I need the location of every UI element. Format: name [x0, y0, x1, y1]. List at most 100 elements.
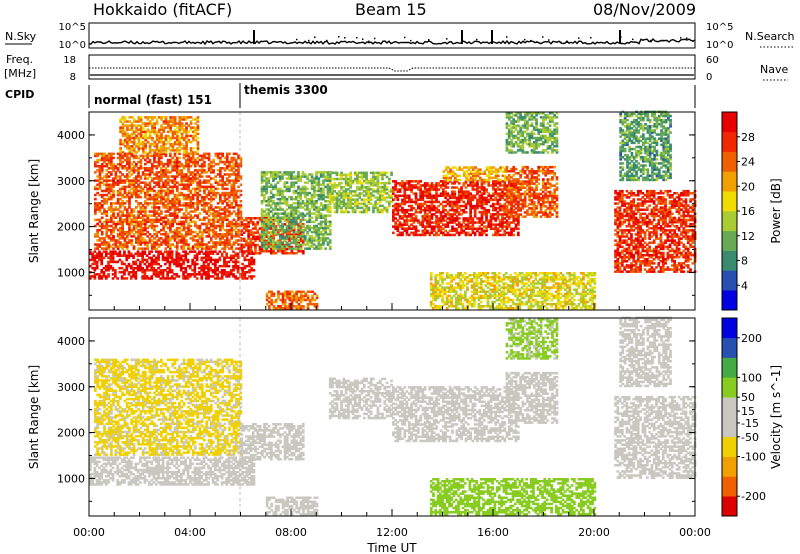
range-gate-cell: [297, 214, 300, 217]
range-gate-cell: [232, 269, 235, 272]
range-gate-cell: [139, 160, 143, 164]
range-gate-cell: [453, 208, 457, 212]
range-gate-cell: [265, 177, 268, 180]
range-gate-cell: [423, 211, 427, 214]
range-gate-cell: [251, 217, 255, 220]
range-gate-cell: [146, 118, 150, 121]
range-gate-cell: [265, 220, 268, 224]
range-gate-cell: [281, 175, 284, 178]
range-gate-cell: [141, 181, 145, 184]
range-gate-cell: [396, 206, 400, 210]
range-gate-cell: [96, 179, 99, 182]
range-gate-cell: [112, 167, 115, 170]
range-gate-cell: [205, 212, 209, 215]
range-gate-cell: [243, 256, 247, 260]
range-gate-cell: [182, 147, 186, 150]
range-gate-cell: [175, 247, 179, 250]
range-gate-cell: [189, 164, 193, 168]
range-gate-cell: [403, 196, 407, 200]
range-gate-cell: [288, 218, 291, 222]
range-gate-cell: [428, 215, 432, 218]
range-gate-cell: [294, 237, 298, 240]
range-gate-cell: [204, 250, 208, 253]
range-gate-cell: [98, 187, 102, 191]
range-gate-cell: [294, 216, 298, 219]
range-gate-cell: [94, 160, 97, 164]
range-gate-cell: [216, 258, 219, 262]
range-gate-cell: [278, 245, 282, 248]
range-gate-cell: [239, 212, 243, 215]
range-gate-cell: [251, 221, 255, 224]
range-gate-cell: [135, 195, 138, 199]
range-gate-cell: [187, 226, 190, 230]
range-gate-cell: [256, 223, 260, 226]
range-gate-cell: [301, 218, 305, 222]
range-gate-cell: [234, 200, 238, 203]
range-gate-cell: [175, 250, 179, 253]
range-gate-cell: [223, 228, 227, 232]
range-gate-cell: [410, 223, 413, 226]
range-gate-cell: [376, 171, 380, 175]
range-gate-cell: [153, 202, 156, 205]
range-gate-cell: [187, 247, 190, 250]
range-gate-cell: [283, 302, 287, 306]
range-gate-cell: [263, 229, 266, 232]
range-gate-cell: [240, 237, 244, 241]
range-gate-cell: [155, 175, 159, 178]
range-gate-cell: [421, 217, 425, 220]
range-gate-cell: [200, 158, 204, 162]
range-gate-cell: [363, 173, 366, 177]
range-gate-cell: [116, 245, 120, 248]
range-gate-cell: [202, 264, 206, 268]
range-gate-cell: [212, 169, 215, 172]
range-gate-cell: [390, 194, 393, 197]
range-gate-cell: [223, 262, 226, 266]
range-gate-cell: [324, 175, 327, 178]
range-gate-cell: [369, 184, 373, 187]
range-gate-cell: [102, 250, 106, 253]
range-gate-cell: [139, 237, 143, 240]
range-gate-cell: [130, 214, 134, 217]
range-gate-cell: [353, 171, 357, 175]
range-gate-cell: [160, 156, 163, 160]
range-gate-cell: [365, 198, 368, 201]
range-gate-cell: [299, 224, 302, 228]
range-gate-cell: [281, 298, 285, 302]
range-gate-cell: [135, 187, 138, 191]
range-gate-cell: [308, 214, 312, 217]
range-gate-cell: [198, 164, 202, 168]
range-gate-cell: [128, 128, 132, 131]
range-gate-cell: [356, 200, 359, 203]
range-gate-cell: [328, 228, 332, 232]
range-gate-cell: [285, 177, 289, 180]
range-gate-cell: [145, 254, 149, 257]
range-gate-cell: [182, 116, 186, 119]
range-gate-cell: [398, 217, 402, 220]
range-gate-cell: [294, 239, 298, 242]
range-gate-cell: [219, 222, 222, 226]
range-gate-cell: [155, 193, 159, 197]
range-gate-cell: [207, 262, 210, 266]
range-gate-cell: [192, 136, 195, 140]
range-gate-cell: [324, 208, 327, 211]
range-gate-cell: [230, 167, 234, 170]
range-gate-cell: [162, 185, 165, 189]
range-gate-cell: [261, 227, 264, 230]
range-gate-cell: [319, 171, 323, 174]
range-gate-cell: [331, 198, 334, 201]
range-gate-cell: [148, 195, 152, 199]
range-gate-cell: [335, 171, 339, 175]
range-gate-cell: [451, 196, 454, 200]
range-gate-cell: [317, 195, 321, 199]
range-gate-cell: [178, 222, 181, 226]
range-gate-cell: [187, 183, 190, 186]
range-gate-cell: [288, 252, 291, 255]
range-gate-cell: [288, 222, 291, 226]
range-gate-cell: [98, 171, 102, 174]
range-gate-cell: [365, 204, 368, 208]
range-gate-cell: [390, 173, 393, 177]
range-gate-cell: [137, 156, 140, 160]
range-gate-cell: [308, 179, 312, 182]
range-gate-cell: [107, 160, 111, 164]
range-gate-cell: [301, 206, 305, 209]
